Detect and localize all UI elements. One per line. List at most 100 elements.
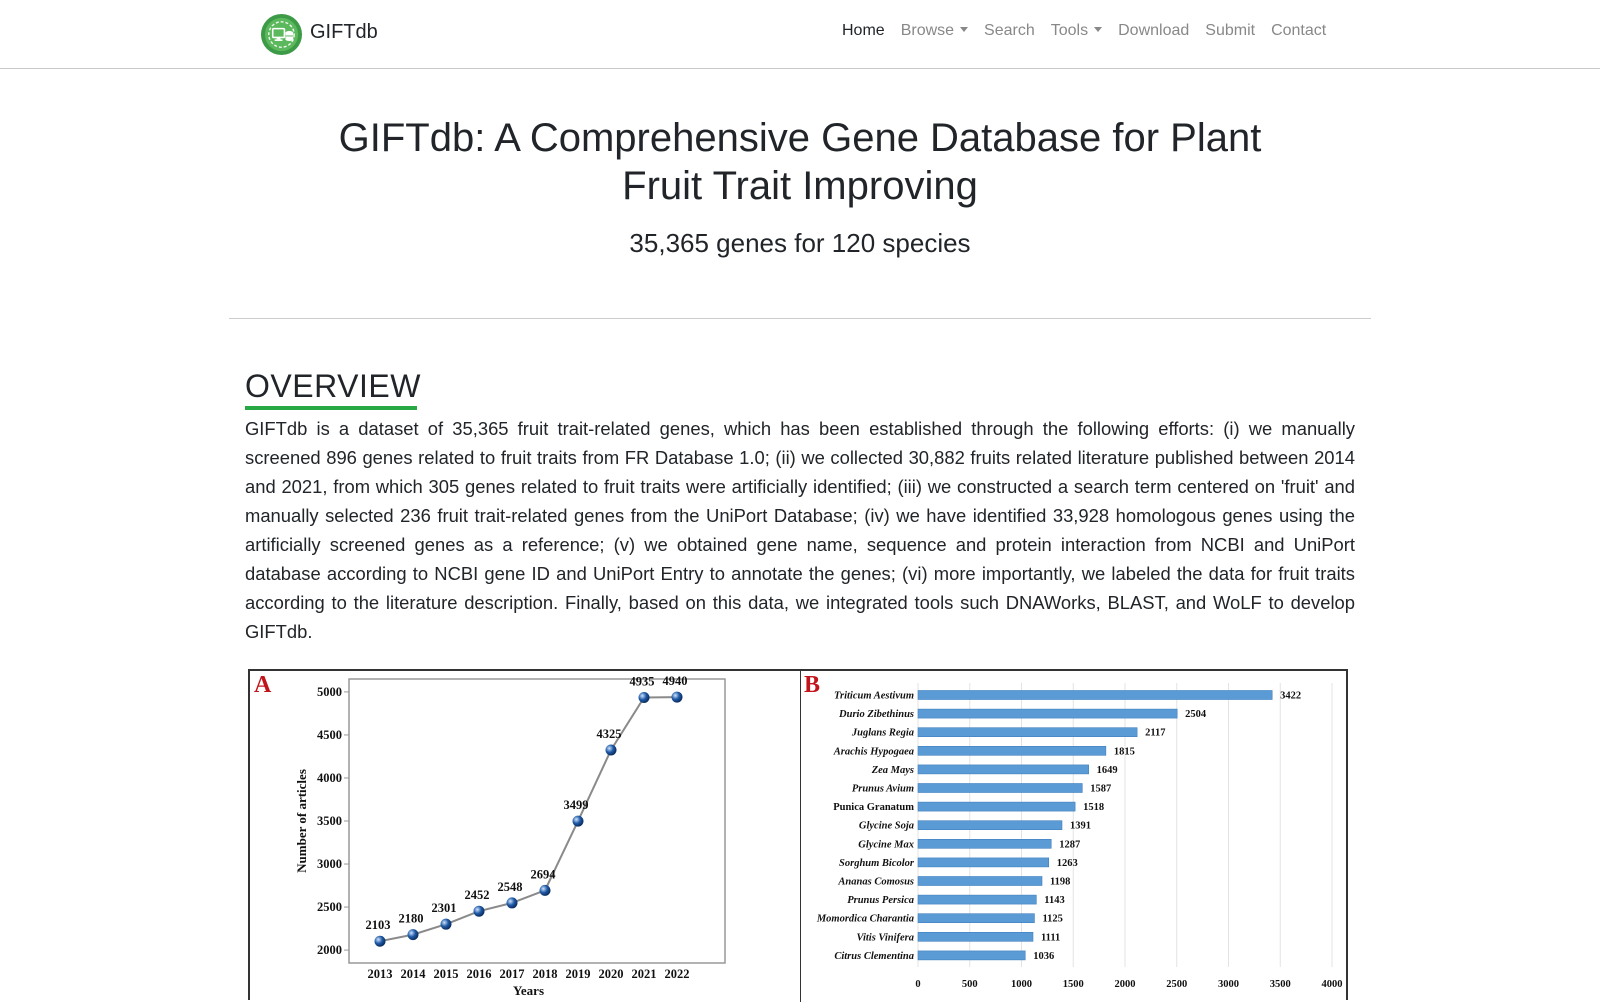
- category-label: Ananas Comosus: [837, 877, 914, 888]
- bar-value-label: 2504: [1185, 709, 1207, 720]
- panel-a-label: A: [254, 672, 272, 698]
- nav-tools-label: Tools: [1050, 22, 1089, 39]
- category-label: Momordica Charantia: [816, 914, 914, 925]
- x-tick-label: 2500: [1166, 979, 1187, 990]
- bar: [917, 746, 1107, 756]
- y-tick-label: 3000: [317, 857, 342, 871]
- x-tick-label: 1500: [1063, 979, 1084, 990]
- brand-link[interactable]: GIFTdb: [260, 12, 378, 56]
- bar-value-label: 1587: [1090, 784, 1111, 795]
- category-label: Punica Granatum: [833, 802, 914, 813]
- x-tick-label: 2000: [1115, 979, 1136, 990]
- data-point: [671, 691, 683, 703]
- bar-value-label: 1649: [1097, 765, 1118, 776]
- bar: [917, 764, 1089, 775]
- nav-browse-label: Browse: [900, 22, 955, 39]
- top-navbar: GIFTdb Home Browse Search Tools Download…: [0, 0, 1600, 69]
- y-tick-label: 2000: [317, 943, 342, 957]
- caret-down-icon: [1094, 27, 1103, 32]
- nav-contact-label: Contact: [1271, 22, 1327, 39]
- bar: [917, 931, 1034, 942]
- overview-paragraph: GIFTdb is a dataset of 35,365 fruit trai…: [245, 418, 1355, 642]
- data-label: 2452: [465, 888, 490, 902]
- data-label: 4935: [630, 675, 655, 689]
- y-tick-label: 5000: [317, 685, 342, 699]
- main-nav: Home Browse Search Tools Download Submit…: [834, 22, 1334, 40]
- category-label: Zea Mays: [871, 765, 914, 776]
- bar-value-label: 3422: [1280, 691, 1301, 702]
- data-label: 2548: [498, 880, 523, 894]
- category-label: Prunus Avium: [852, 784, 914, 795]
- y-axis-title: Number of articles: [294, 769, 309, 873]
- bar: [917, 727, 1138, 738]
- x-tick-label: 3500: [1270, 979, 1291, 990]
- nav-contact[interactable]: Contact: [1263, 22, 1334, 40]
- bar: [917, 783, 1083, 793]
- category-label: Citrus Clementina: [834, 951, 914, 962]
- x-tick-label: 2016: [467, 967, 492, 981]
- nav-tools-dropdown[interactable]: Tools: [1043, 22, 1110, 40]
- nav-search[interactable]: Search: [976, 22, 1043, 40]
- nav-download-label: Download: [1118, 22, 1190, 39]
- category-label: Glycine Max: [858, 839, 914, 850]
- x-tick-label: 2018: [533, 967, 558, 981]
- data-point: [605, 744, 617, 756]
- data-label: 2180: [399, 912, 424, 926]
- category-label: Durio Zibethinus: [838, 709, 914, 720]
- bar: [917, 820, 1063, 830]
- nav-home[interactable]: Home: [834, 22, 893, 40]
- category-label: Juglans Regia: [851, 728, 914, 739]
- nav-search-label: Search: [984, 22, 1035, 39]
- x-tick-label: 2014: [401, 967, 427, 981]
- bar: [917, 913, 1035, 923]
- nav-submit-label: Submit: [1205, 22, 1256, 39]
- x-tick-label: 2020: [599, 967, 624, 981]
- nav-download[interactable]: Download: [1110, 22, 1197, 40]
- x-axis-title: Years: [513, 983, 544, 998]
- x-tick-label: 2015: [434, 967, 459, 981]
- giftdb-logo-icon: [260, 13, 303, 55]
- overview-heading-underline: [245, 406, 417, 410]
- data-point: [407, 929, 419, 941]
- bar-value-label: 1263: [1057, 858, 1078, 869]
- y-tick-label: 4500: [317, 728, 342, 742]
- x-tick-label: 2019: [566, 967, 591, 981]
- brand-name[interactable]: GIFTdb: [310, 20, 378, 43]
- bar-value-label: 1036: [1033, 951, 1054, 962]
- x-tick-label: 2021: [632, 967, 657, 981]
- bar-value-label: 2117: [1145, 728, 1165, 739]
- nav-home-label: Home: [842, 22, 885, 39]
- data-point: [374, 935, 386, 947]
- data-label: 2694: [531, 867, 557, 881]
- bar-value-label: 1287: [1059, 839, 1080, 850]
- section-divider: [229, 318, 1371, 319]
- bar: [917, 857, 1050, 868]
- bar-value-label: 1391: [1070, 821, 1091, 832]
- bar: [917, 690, 1273, 700]
- nav-submit[interactable]: Submit: [1197, 22, 1263, 40]
- series-line: [379, 696, 678, 943]
- bar: [917, 839, 1052, 849]
- bar: [917, 708, 1178, 719]
- category-label: Sorghum Bicolor: [839, 858, 915, 869]
- bar-value-label: 1518: [1083, 802, 1104, 813]
- category-label: Glycine Soja: [859, 821, 914, 832]
- category-label: Triticum Aestivum: [834, 691, 914, 702]
- page-title: GIFTdb: A Comprehensive Gene Database fo…: [338, 116, 1262, 208]
- data-label: 4940: [663, 674, 688, 688]
- bar-value-label: 1815: [1114, 746, 1135, 757]
- x-tick-label: 2022: [665, 967, 690, 981]
- bar-value-label: 1198: [1050, 877, 1070, 888]
- category-label: Prunus Persica: [847, 895, 914, 906]
- x-tick-label: 500: [962, 979, 978, 990]
- bar: [917, 801, 1076, 812]
- bar-value-label: 1111: [1041, 932, 1060, 943]
- bar: [917, 876, 1043, 886]
- x-tick-label: 2013: [368, 967, 393, 981]
- data-point: [440, 918, 452, 930]
- nav-browse-dropdown[interactable]: Browse: [893, 22, 976, 40]
- x-tick-label: 0: [915, 979, 920, 990]
- page-subtitle: 35,365 genes for 120 species: [629, 228, 971, 258]
- x-tick-label: 4000: [1322, 979, 1343, 990]
